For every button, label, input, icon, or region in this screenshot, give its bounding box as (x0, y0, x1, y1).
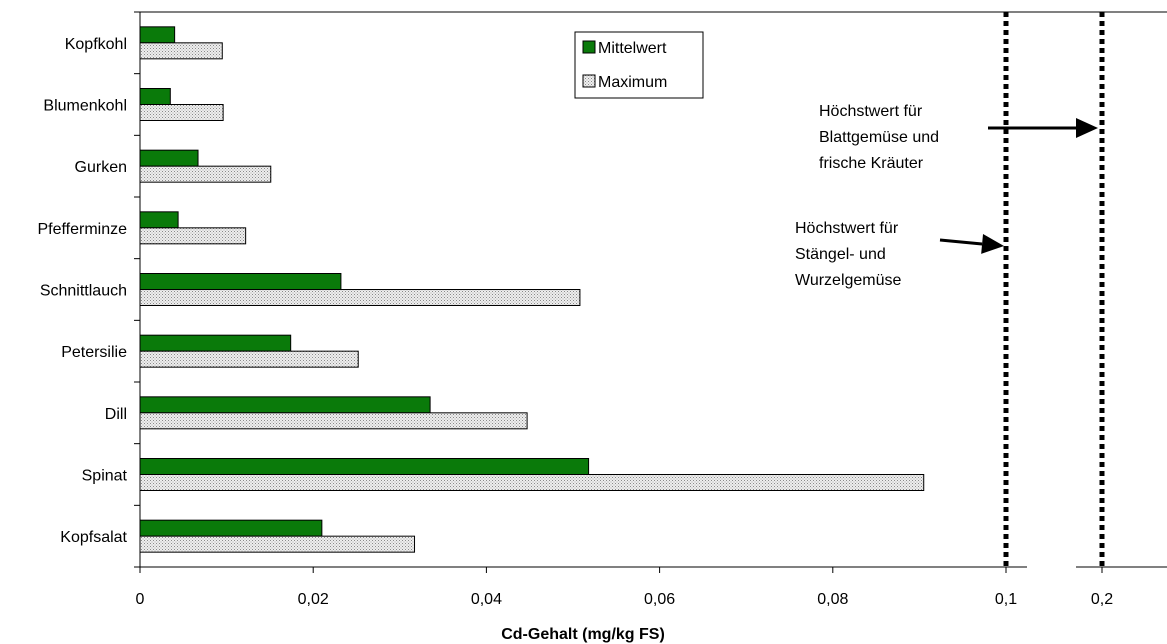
category-label: Pfefferminze (37, 221, 127, 238)
legend-swatch-maximum (582, 74, 596, 88)
bar-maximum-blumenkohl (139, 104, 224, 121)
x-tick-label: 0,02 (298, 591, 329, 608)
legend-label-maximum: Maximum (598, 74, 667, 91)
x-tick-label: 0,2 (1091, 591, 1113, 608)
legend-swatch-mittelwert (582, 40, 596, 54)
x-tick-label: 0,06 (644, 591, 675, 608)
category-label: Gurken (75, 159, 127, 176)
category-label: Dill (105, 406, 127, 423)
bar-maximum-kopfkohl (139, 42, 223, 60)
bar-maximum-schnittlauch (139, 289, 581, 306)
bar-maximum-petersilie (139, 350, 359, 368)
annotations: Höchstwert für Stängel- und Wurzelgemüse Hö… (795, 103, 1098, 289)
bars (139, 26, 925, 553)
legend-box (574, 31, 704, 99)
bar-mittelwert-petersilie (139, 334, 292, 352)
bar-maximum-spinat (139, 474, 925, 491)
annotation-text: Wurzelgemüse (795, 272, 902, 289)
bar-mittelwert-schnittlauch (139, 273, 342, 290)
annotation-text: Blattgemüse und (819, 129, 939, 146)
bar-mittelwert-pfefferminze (139, 211, 179, 229)
category-label: Schnittlauch (40, 283, 127, 300)
bar-maximum-kopfsalat (139, 535, 416, 553)
category-labels: Kopfkohl Blumenkohl Gurken Pfefferminze Schn… (37, 36, 127, 546)
category-label: Petersilie (61, 344, 127, 361)
x-axis-ticks (139, 567, 1103, 573)
annotation-text: Höchstwert für (795, 220, 899, 237)
arrow-head-icon (1076, 118, 1098, 138)
annotation-text: Stängel- und (795, 246, 886, 263)
bar-mittelwert-dill (139, 396, 431, 414)
bar-maximum-pfefferminze (139, 227, 247, 245)
legend: Mittelwert Maximum (574, 31, 704, 99)
bar-mittelwert-blumenkohl (139, 88, 171, 105)
annotation-text: Höchstwert für (819, 103, 923, 120)
bar-maximum-dill (139, 412, 528, 430)
x-tick-label: 0,1 (995, 591, 1017, 608)
category-label: Kopfsalat (60, 529, 127, 546)
bar-mittelwert-spinat (139, 458, 590, 475)
x-axis-title: Cd-Gehalt (mg/kg FS) (501, 626, 665, 643)
annotation-text: frische Kräuter (819, 155, 924, 172)
category-label: Kopfkohl (65, 36, 127, 53)
category-label: Blumenkohl (43, 98, 127, 115)
arrow-head-icon (981, 233, 1004, 254)
x-tick-labels: 0 0,02 0,04 0,06 0,08 0,1 0,2 (136, 591, 1114, 608)
y-axis-ticks (134, 11, 140, 568)
x-tick-label: 0,04 (471, 591, 502, 608)
legend-label-mittelwert: Mittelwert (598, 40, 667, 57)
category-label: Spinat (82, 468, 128, 485)
bar-mittelwert-kopfsalat (139, 519, 323, 537)
bar-maximum-gurken (139, 165, 272, 183)
bar-mittelwert-kopfkohl (139, 26, 176, 44)
x-tick-label: 0,08 (817, 591, 848, 608)
annotation-arrow-shaft (939, 238, 983, 246)
bar-mittelwert-gurken (139, 149, 199, 167)
reference-lines (1003, 12, 1105, 567)
x-tick-label: 0 (136, 591, 145, 608)
